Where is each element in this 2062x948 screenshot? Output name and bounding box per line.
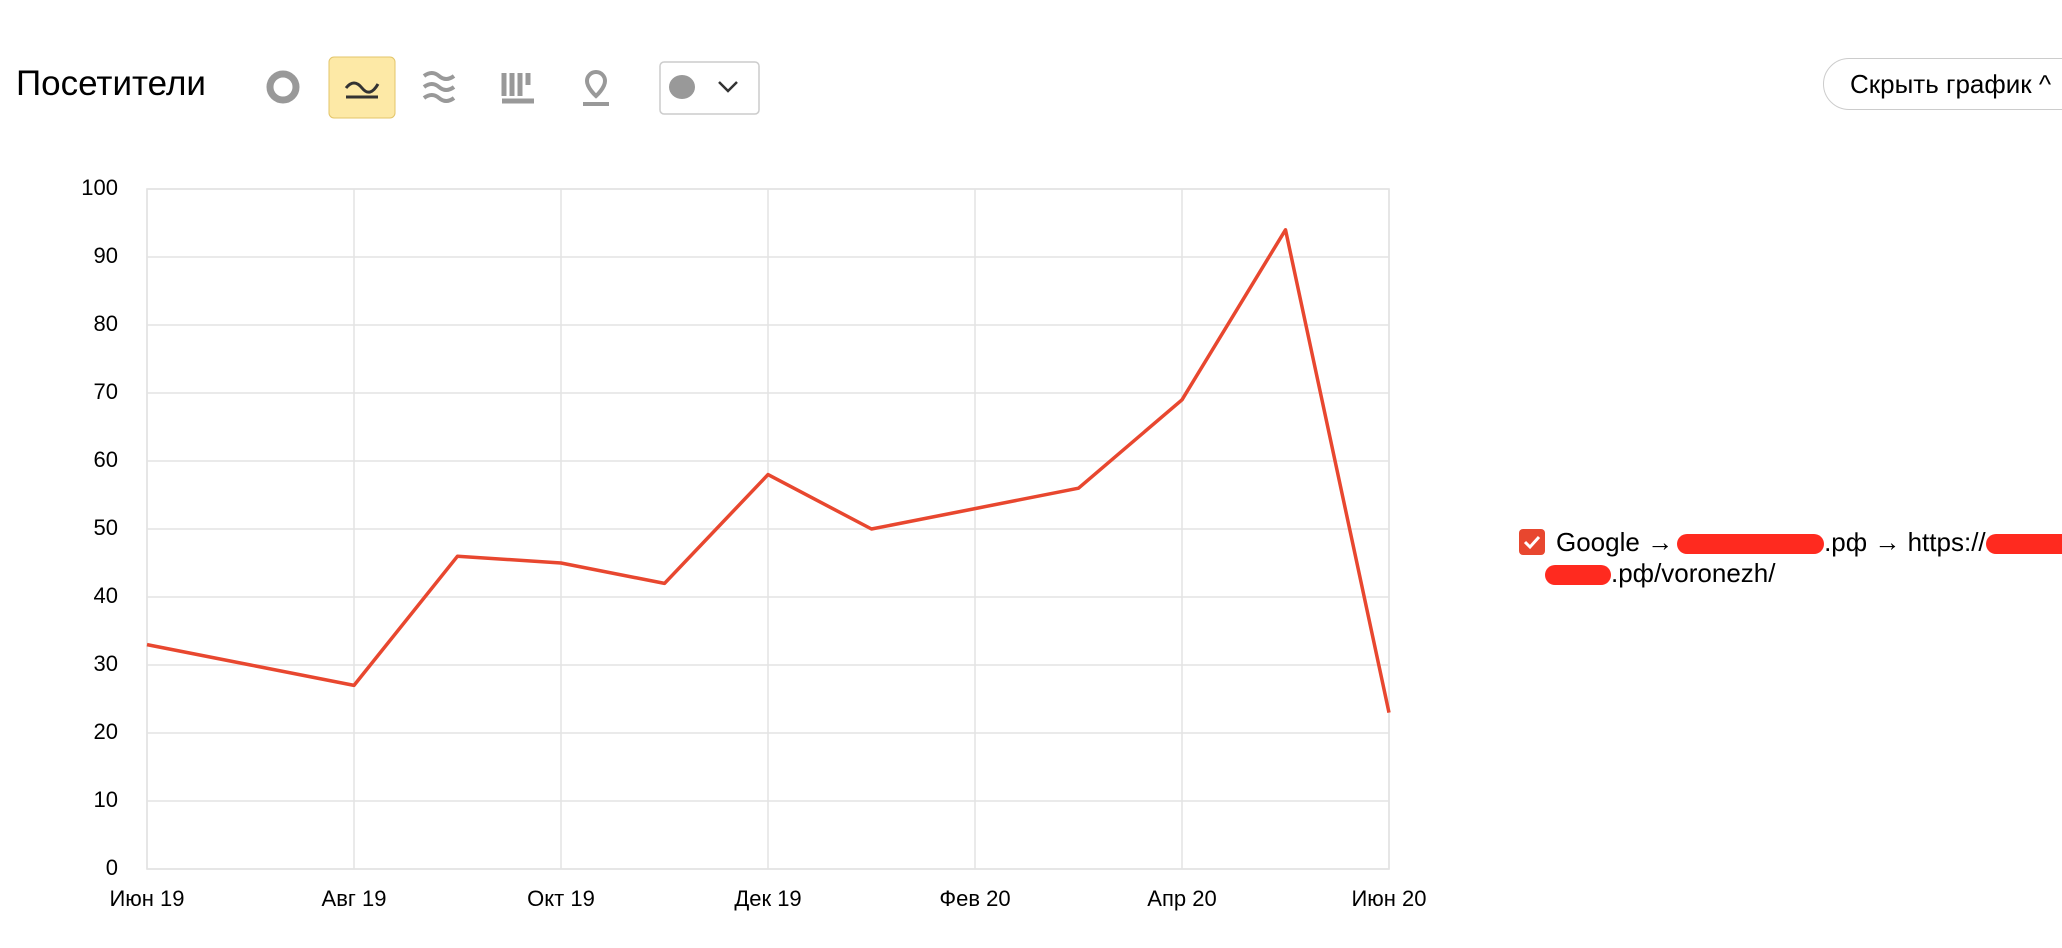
area-icon[interactable]: [422, 71, 456, 103]
button-label: Скрыть график: [1850, 69, 2032, 99]
x-tick-label: Июн 20: [1351, 886, 1426, 911]
legend-text: Google →: [1556, 527, 1674, 557]
legend-line: Google → .рф → https://: [1556, 527, 2062, 558]
redaction: [1985, 534, 2062, 555]
x-tick-label: Окт 19: [527, 886, 595, 911]
y-tick-label: 60: [94, 447, 118, 472]
legend-checkbox[interactable]: [1519, 529, 1545, 555]
legend-text: .рф/voronezh/: [1611, 558, 1776, 588]
chart: 0 10 20 30 40 50 60 70 80 90 100 Июн 19 Авг 19 Окт 19…: [81, 175, 1426, 911]
toolbar-icons: [266, 56, 760, 119]
legend-line: .рф/voronezh/: [1545, 558, 1775, 589]
chart-title: Посетители: [16, 64, 206, 103]
bar-icon[interactable]: [501, 73, 534, 104]
series-line: [146, 228, 1391, 713]
y-tick-label: 30: [94, 651, 118, 676]
redaction: [1545, 565, 1611, 586]
dropdown-arrow: [718, 81, 738, 93]
redaction: [1677, 534, 1825, 555]
legend-text: .рф → https://: [1824, 527, 1986, 557]
y-tick-label: 10: [94, 787, 118, 812]
y-tick-label: 70: [94, 379, 118, 404]
comment-icon: [669, 75, 695, 99]
line-icon: [344, 81, 380, 99]
y-tick-label: 40: [94, 583, 118, 608]
x-tick-label: Апр 20: [1147, 886, 1216, 911]
y-tick-label: 80: [94, 311, 118, 336]
y-tick-label: 100: [81, 175, 118, 200]
y-tick-label: 90: [94, 243, 118, 268]
y-tick-label: 0: [106, 855, 118, 880]
map-icon[interactable]: [583, 69, 609, 106]
y-tick-label: 50: [94, 515, 118, 540]
hide-chart-button[interactable]: Скрыть график ^: [1823, 58, 2062, 110]
x-tick-label: Фев 20: [939, 886, 1010, 911]
pie-icon[interactable]: [266, 70, 300, 104]
x-tick-label: Июн 19: [109, 886, 184, 911]
x-tick-label: Дек 19: [734, 886, 801, 911]
comment-dropdown[interactable]: [659, 61, 760, 115]
y-tick-label: 20: [94, 719, 118, 744]
x-tick-label: Авг 19: [322, 886, 387, 911]
